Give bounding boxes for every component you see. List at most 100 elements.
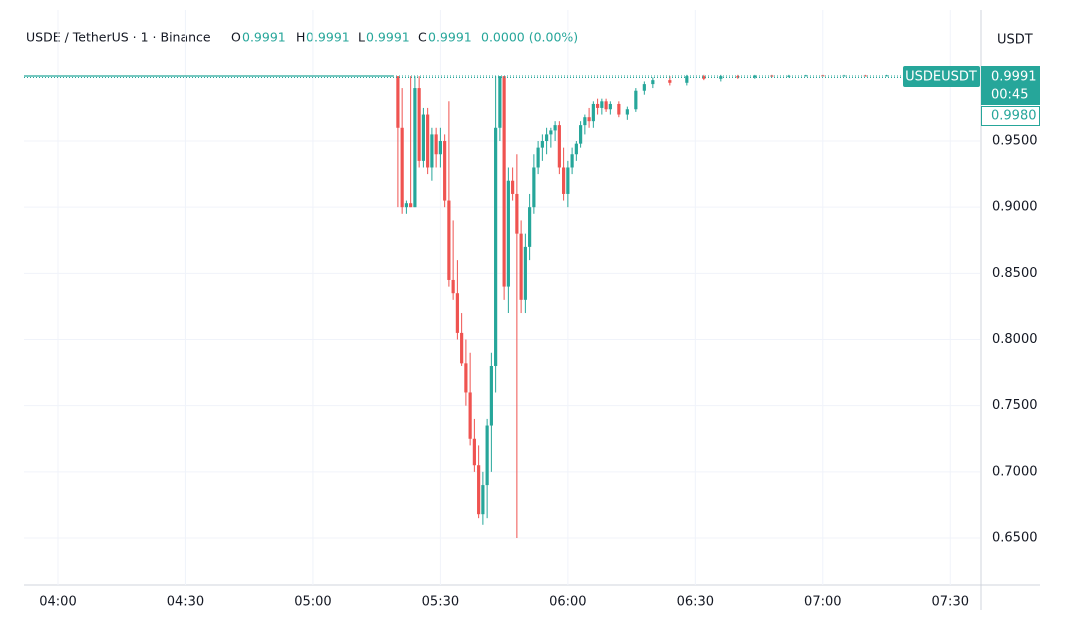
candle-body	[489, 365, 493, 426]
ohlc-label: H	[296, 30, 305, 45]
candle-body	[468, 392, 472, 439]
candle-body	[617, 103, 621, 115]
candle-body	[583, 117, 587, 126]
x-tick-label: 04:30	[167, 595, 204, 610]
ohlc-value: 0.9991	[306, 30, 350, 45]
y-tick-label: 0.7500	[992, 398, 1038, 413]
ohlc-label: L	[358, 30, 365, 45]
candle-body	[863, 75, 867, 77]
candle-body	[842, 75, 846, 77]
candle-body	[642, 84, 646, 91]
candle-body	[884, 75, 889, 77]
candle-body	[753, 75, 757, 78]
ticker-tag-text: USDEUSDT	[905, 70, 977, 85]
candle-body	[455, 293, 459, 333]
candle-body	[515, 193, 519, 234]
candle-body	[447, 200, 451, 280]
candle-body	[472, 438, 476, 466]
last-price-tag	[981, 66, 1040, 105]
x-tick-label: 05:30	[422, 595, 459, 610]
ohlc-value: 0.9991	[366, 30, 410, 45]
candle-body	[434, 134, 438, 155]
x-tick-label: 05:00	[294, 595, 331, 610]
candle-body	[481, 485, 485, 515]
x-tick-label: 06:30	[677, 595, 714, 610]
candle-body	[511, 180, 515, 194]
ohlc-value: 0.9991	[242, 30, 286, 45]
candle-body	[604, 101, 608, 110]
x-tick-label: 04:00	[39, 595, 76, 610]
countdown: 00:45	[991, 88, 1028, 103]
candle-body	[417, 88, 421, 161]
header: USDE / TetherUS · 1 · Binance O 0.9991 H…	[26, 30, 578, 45]
candle-body	[464, 363, 468, 393]
candle-body	[523, 246, 527, 300]
candle-body	[409, 203, 413, 208]
candle-body	[532, 167, 536, 208]
x-tick-label: 06:00	[549, 595, 586, 610]
candle-body	[685, 76, 689, 83]
currency: USDT	[997, 33, 1033, 48]
bid-price: 0.9980	[991, 109, 1037, 124]
candle-body	[736, 76, 740, 78]
candle-body	[443, 141, 447, 201]
y-tick-label: 0.6500	[992, 531, 1038, 546]
candle-body	[549, 130, 553, 135]
candle-body	[574, 143, 578, 155]
candle-body	[536, 147, 540, 168]
x-tick-label: 07:30	[932, 595, 969, 610]
candle-body	[600, 101, 604, 108]
plot	[24, 10, 980, 585]
ticker-tag	[903, 66, 980, 87]
candle-body	[608, 103, 612, 110]
candle-body	[506, 180, 510, 287]
candle-body	[540, 141, 544, 148]
candle-body	[451, 279, 455, 294]
candle-body	[485, 425, 489, 486]
last-price: 0.9991	[991, 70, 1037, 85]
y-tick-label: 0.9000	[992, 200, 1038, 215]
candle-body	[570, 154, 574, 168]
candle-body	[477, 465, 481, 515]
candle-body	[498, 76, 502, 128]
candle-body	[591, 103, 595, 122]
candle-body	[396, 76, 400, 128]
candle-body	[502, 76, 506, 287]
ohlc-label: O	[231, 30, 241, 45]
candle-body	[460, 332, 464, 364]
candle-body	[519, 233, 523, 300]
candle-body	[702, 76, 706, 79]
candle-body	[404, 203, 408, 208]
candle-body	[651, 80, 655, 85]
candle-body	[596, 103, 600, 108]
candle-body	[528, 207, 532, 247]
ohlc-label: C	[418, 30, 427, 45]
candle-body	[413, 88, 417, 208]
candle-body	[553, 125, 557, 131]
candle-body	[804, 75, 808, 77]
candle-body	[566, 167, 570, 194]
candle-body	[545, 134, 549, 142]
y-tick-label: 0.7000	[992, 464, 1038, 479]
candle-body	[430, 134, 434, 168]
y-tick-label: 0.8500	[992, 266, 1038, 281]
candle-body	[562, 167, 566, 194]
candle-body	[587, 117, 591, 122]
candle-body	[426, 114, 430, 168]
y-tick-label: 0.8000	[992, 332, 1038, 347]
candle-body	[494, 127, 498, 366]
candle-body	[625, 109, 629, 115]
change: 0.0000 (0.00%)	[481, 30, 578, 45]
candle-body	[557, 125, 561, 168]
symbol: USDE / TetherUS · 1 · Binance	[26, 30, 211, 45]
y-tick-label: 0.9500	[992, 134, 1038, 149]
candle-body	[421, 114, 425, 161]
candle-body	[634, 90, 638, 110]
candle-body	[400, 127, 404, 208]
candle-body	[438, 141, 442, 155]
candle-body	[579, 125, 583, 144]
x-tick-label: 07:00	[804, 595, 841, 610]
candle-body	[668, 80, 672, 83]
